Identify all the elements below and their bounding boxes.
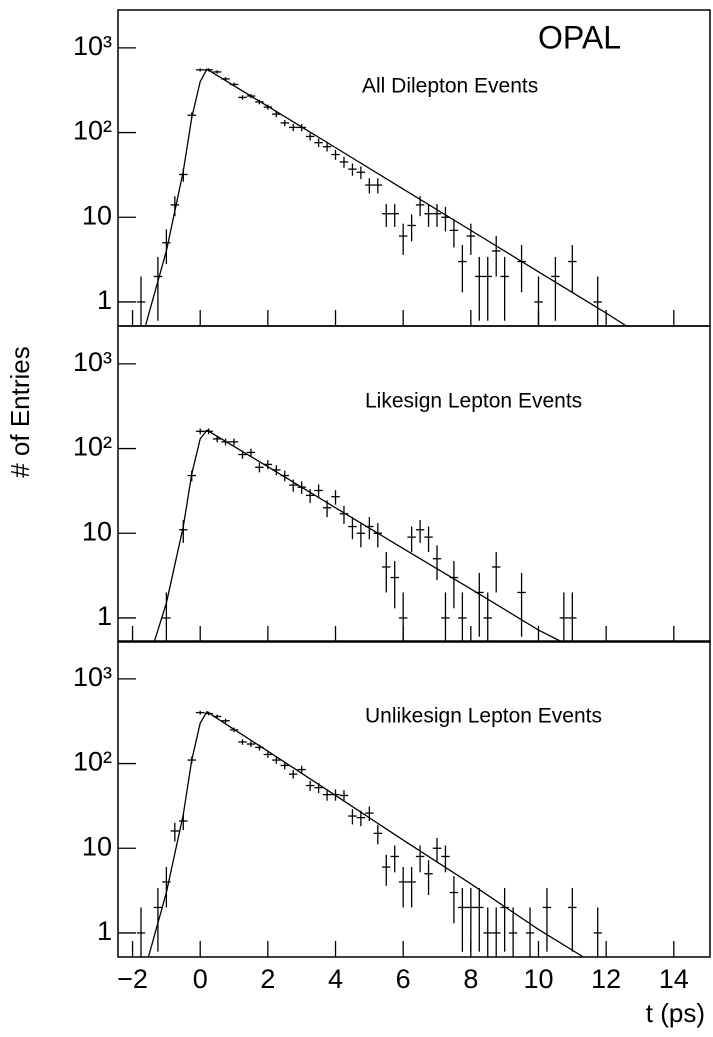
x-tick-label: 10: [523, 964, 553, 994]
x-tick-label: 14: [659, 964, 689, 994]
fit-curve: [144, 68, 627, 326]
fit-curve: [147, 710, 584, 957]
y-tick-label: 1: [97, 601, 112, 631]
x-tick-label: 6: [396, 964, 411, 994]
x-tick-label: 0: [193, 964, 208, 994]
y-tick-label: 1: [97, 916, 112, 946]
y-tick-label: 10³: [73, 662, 112, 692]
frame: [117, 325, 711, 643]
panel-title: All Dilepton Events: [362, 75, 538, 98]
y-tick-label: 10³: [73, 347, 112, 377]
frame: [117, 640, 711, 958]
panel-title: Likesign Lepton Events: [365, 390, 582, 413]
fit-curve: [153, 429, 563, 642]
plot-area: [153, 428, 577, 642]
y-tick-label: 10²: [73, 432, 112, 462]
y-tick-label: 10³: [73, 31, 112, 61]
x-axis-label: t (ps): [646, 998, 705, 1028]
y-tick-label: 10: [82, 831, 112, 861]
x-tick-label: 8: [463, 964, 478, 994]
plot-area: [136, 68, 627, 326]
y-tick-label: 10²: [73, 747, 112, 777]
y-tick-label: 10: [82, 200, 112, 230]
x-tick-label: 4: [328, 964, 343, 994]
y-tick-label: 10: [82, 516, 112, 546]
plot-area: [136, 710, 602, 957]
y-tick-label: 1: [97, 285, 112, 315]
x-tick-label: 2: [260, 964, 275, 994]
frame: [117, 9, 711, 327]
y-axis-label: # of Entries: [5, 346, 35, 478]
annotation: OPAL: [538, 19, 621, 55]
panel-title: Unlikesign Lepton Events: [365, 705, 602, 728]
y-tick-label: 10²: [73, 116, 112, 146]
x-tick-label: 12: [591, 964, 621, 994]
x-tick-label: −2: [117, 964, 148, 994]
